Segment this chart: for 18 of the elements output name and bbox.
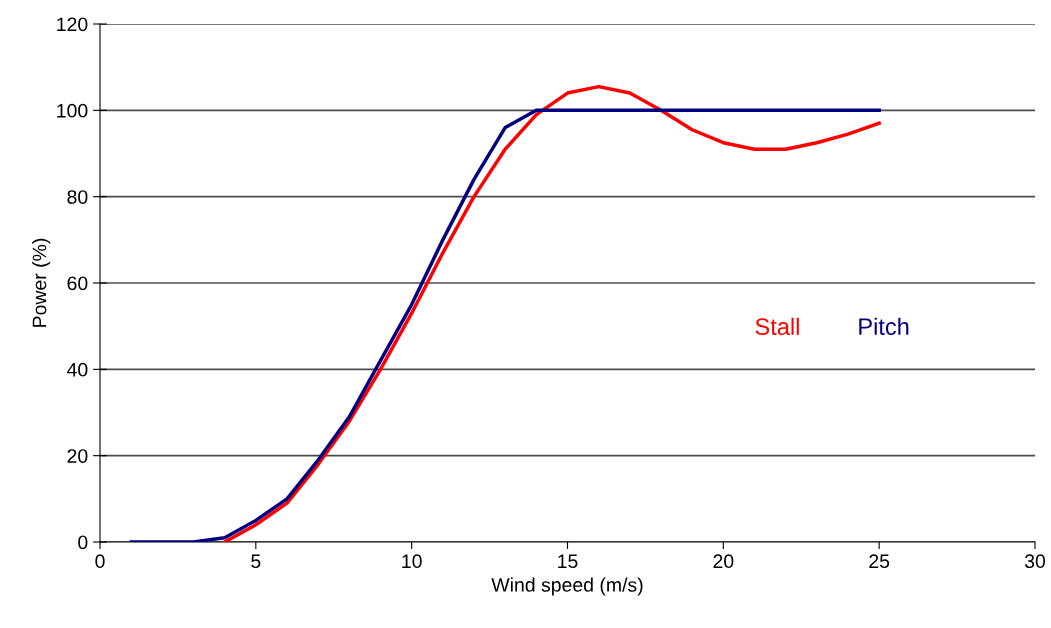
x-tick-label: 5: [251, 554, 261, 569]
x-tick-label: 15: [558, 554, 578, 569]
x-tick-label: 25: [869, 554, 890, 569]
y-tick-label: 40: [67, 362, 88, 377]
y-tick-label: 0: [78, 535, 88, 550]
y-tick-label: 80: [67, 190, 88, 204]
y-tick-label: 60: [67, 276, 88, 291]
y-tick-label: 20: [67, 449, 88, 463]
x-tick-label: 30: [1024, 554, 1046, 569]
x-tick-label: 0: [95, 554, 105, 569]
y-axis-title: Power (%): [32, 238, 51, 327]
x-axis-title: Wind speed (m/s): [491, 577, 643, 596]
text: Pitch: [859, 317, 909, 336]
text: Stall: [755, 317, 799, 336]
x-tick-label: 10: [402, 554, 422, 569]
x-tick-label: 20: [713, 554, 734, 569]
y-tick-label: 120: [57, 17, 88, 32]
y-tick-label: 100: [57, 103, 88, 118]
